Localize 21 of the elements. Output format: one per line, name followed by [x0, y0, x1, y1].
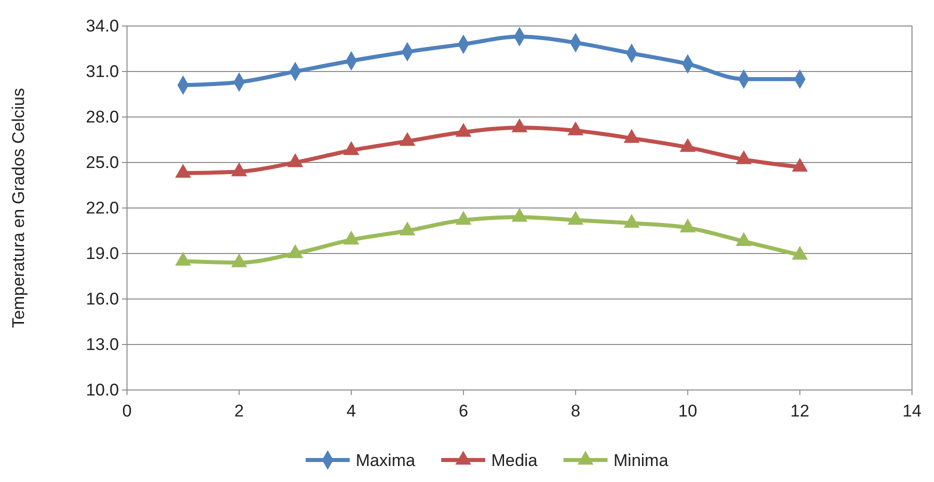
x-tick-label: 0 — [122, 402, 132, 421]
y-axis-title: Temperatura en Grados Celcius — [9, 88, 28, 328]
legend-label: Minima — [614, 450, 669, 470]
y-tick-label: 34.0 — [86, 16, 119, 36]
x-tick-label: 4 — [346, 402, 356, 421]
x-tick-label: 14 — [902, 402, 922, 421]
y-tick-label: 31.0 — [86, 62, 119, 81]
x-tick-label: 2 — [234, 402, 244, 421]
x-tick-label: 8 — [570, 402, 580, 421]
y-tick-label: 25.0 — [86, 152, 119, 172]
y-tick-label: 16.0 — [86, 289, 119, 308]
y-tick-label: 28.0 — [86, 107, 119, 126]
x-tick-label: 12 — [790, 402, 810, 421]
y-tick-label: 13.0 — [86, 334, 119, 354]
x-tick-label: 6 — [458, 402, 468, 421]
legend-label: Media — [491, 450, 538, 470]
y-tick-label: 19.0 — [86, 244, 119, 263]
y-tick-label: 10.0 — [86, 380, 119, 400]
legend-label: Maxima — [356, 450, 416, 470]
y-tick-label: 22.0 — [86, 198, 119, 218]
x-tick-label: 10 — [678, 402, 698, 421]
